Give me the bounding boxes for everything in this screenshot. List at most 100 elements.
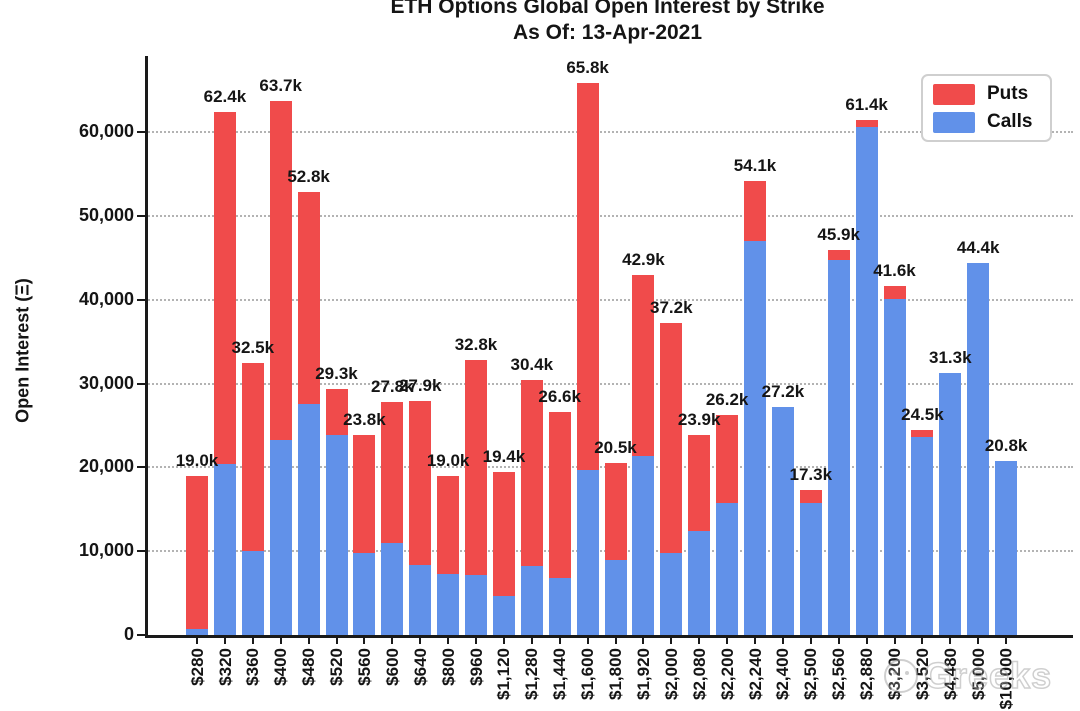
puts-color-swatch bbox=[933, 83, 975, 105]
x-tick-label: $3,520 bbox=[912, 648, 932, 700]
bar-total-label: 19.0k bbox=[175, 450, 219, 470]
y-tick bbox=[137, 214, 145, 217]
calls-bar-segment bbox=[967, 262, 990, 635]
x-tick bbox=[447, 637, 450, 644]
bar-total-label: 20.5k bbox=[594, 438, 637, 458]
puts-bar-segment bbox=[548, 412, 571, 578]
puts-bar-segment bbox=[911, 429, 934, 438]
puts-bar-segment bbox=[576, 83, 599, 470]
x-tick-label: $400 bbox=[271, 648, 291, 686]
x-tick bbox=[893, 637, 896, 644]
puts-bar-segment bbox=[297, 192, 320, 404]
bar-total-label: 20.8k bbox=[984, 435, 1028, 455]
puts-bar-segment bbox=[492, 472, 515, 597]
calls-bar-segment bbox=[660, 552, 683, 635]
x-tick-label: $280 bbox=[187, 648, 207, 686]
x-tick bbox=[279, 637, 282, 644]
bar-total-label: 19.4k bbox=[482, 447, 526, 467]
bar-total-label: 44.4k bbox=[956, 237, 1000, 257]
legend-item-puts: Puts bbox=[933, 83, 1040, 105]
puts-bar-segment bbox=[325, 389, 348, 436]
puts-bar-segment bbox=[520, 380, 543, 567]
x-tick bbox=[223, 637, 226, 644]
chart-subtitle: As Of: 13-Apr-2021 bbox=[512, 21, 703, 45]
bar-total-label: 54.1k bbox=[733, 156, 777, 176]
y-tick bbox=[137, 298, 145, 301]
puts-bar-segment bbox=[660, 323, 683, 553]
calls-bar-segment bbox=[771, 406, 794, 635]
x-tick-label: $960 bbox=[466, 648, 486, 686]
y-tick-label: 50,000 bbox=[78, 204, 134, 225]
x-tick-label: $3,200 bbox=[885, 648, 904, 700]
calls-bar-segment bbox=[269, 439, 292, 635]
calls-bar-segment bbox=[465, 574, 487, 635]
x-tick bbox=[335, 637, 338, 644]
bar-total-label: 31.3k bbox=[929, 347, 972, 367]
y-tick bbox=[137, 466, 145, 469]
x-tick bbox=[391, 637, 394, 644]
bar-total-label: 62.4k bbox=[203, 86, 247, 106]
y-tick-label: 30,000 bbox=[78, 372, 134, 393]
legend-item-calls: Calls bbox=[933, 111, 1040, 133]
y-tick-label: 10,000 bbox=[78, 540, 134, 561]
bar-total-label: 37.2k bbox=[650, 298, 693, 318]
y-axis-spine bbox=[145, 56, 148, 637]
bar-total-label: 32.5k bbox=[231, 337, 275, 357]
x-tick-label: $1,440 bbox=[550, 648, 570, 700]
y-tick bbox=[137, 550, 145, 553]
x-tick-label: $5,000 bbox=[968, 648, 988, 700]
calls-bar-segment bbox=[186, 629, 208, 635]
puts-bar-segment bbox=[883, 286, 906, 299]
bar-total-label: 52.8k bbox=[287, 167, 330, 187]
puts-bar-segment bbox=[353, 435, 376, 553]
bar-total-label: 45.9k bbox=[817, 225, 860, 245]
legend-label-puts: Puts bbox=[987, 83, 1029, 104]
x-tick-label: $600 bbox=[382, 648, 402, 686]
bar-total-label: 24.5k bbox=[901, 404, 944, 424]
x-tick bbox=[921, 637, 924, 644]
calls-bar-segment bbox=[213, 463, 236, 635]
bar-total-label: 27.8k bbox=[371, 376, 414, 396]
gridline-40,000 bbox=[145, 298, 1073, 301]
x-tick bbox=[726, 637, 729, 644]
x-tick bbox=[642, 637, 645, 644]
x-tick-label: $2,200 bbox=[717, 648, 737, 700]
calls-bar-segment bbox=[883, 298, 906, 635]
legend-label-calls: Calls bbox=[987, 111, 1033, 132]
x-tick bbox=[698, 637, 701, 644]
gridline-30,000 bbox=[145, 382, 1073, 385]
x-tick-label: $2,080 bbox=[689, 648, 709, 700]
puts-bar-segment bbox=[688, 434, 711, 532]
puts-bar-segment bbox=[465, 360, 487, 575]
gridline-60,000 bbox=[145, 131, 1073, 133]
chart-title: ETH Options Global Open Interest by Stri… bbox=[390, 0, 825, 18]
bar-total-label: 26.2k bbox=[705, 390, 749, 410]
x-tick bbox=[419, 637, 422, 644]
x-tick bbox=[754, 637, 756, 644]
puts-bar-segment bbox=[241, 362, 264, 552]
bar-total-label: 27.9k bbox=[398, 376, 442, 396]
x-tick-label: $560 bbox=[354, 648, 374, 686]
x-tick-label: $800 bbox=[438, 648, 458, 686]
bar-total-label: 63.7k bbox=[259, 75, 302, 95]
puts-bar-segment bbox=[716, 415, 739, 503]
bar-total-label: 19.0k bbox=[426, 450, 470, 470]
calls-bar-segment bbox=[995, 460, 1018, 635]
x-tick bbox=[558, 637, 561, 644]
calls-bar-segment bbox=[604, 559, 627, 635]
x-tick-label: $1,920 bbox=[633, 648, 653, 700]
puts-bar-segment bbox=[381, 401, 404, 543]
puts-bar-segment bbox=[409, 401, 432, 565]
calls-bar-segment bbox=[297, 403, 320, 635]
calls-bar-segment bbox=[353, 552, 376, 635]
x-tick-label: $320 bbox=[215, 648, 235, 686]
puts-bar-segment bbox=[437, 475, 460, 574]
x-tick-label: $1,280 bbox=[522, 648, 542, 700]
y-tick bbox=[137, 131, 145, 133]
bar-total-label: 41.6k bbox=[873, 261, 916, 281]
x-tick-label: $10,000 bbox=[996, 648, 1016, 710]
calls-bar-segment bbox=[241, 551, 264, 635]
x-tick-label: $1,600 bbox=[578, 648, 598, 700]
x-tick bbox=[949, 637, 952, 644]
calls-bar-segment bbox=[381, 542, 404, 635]
